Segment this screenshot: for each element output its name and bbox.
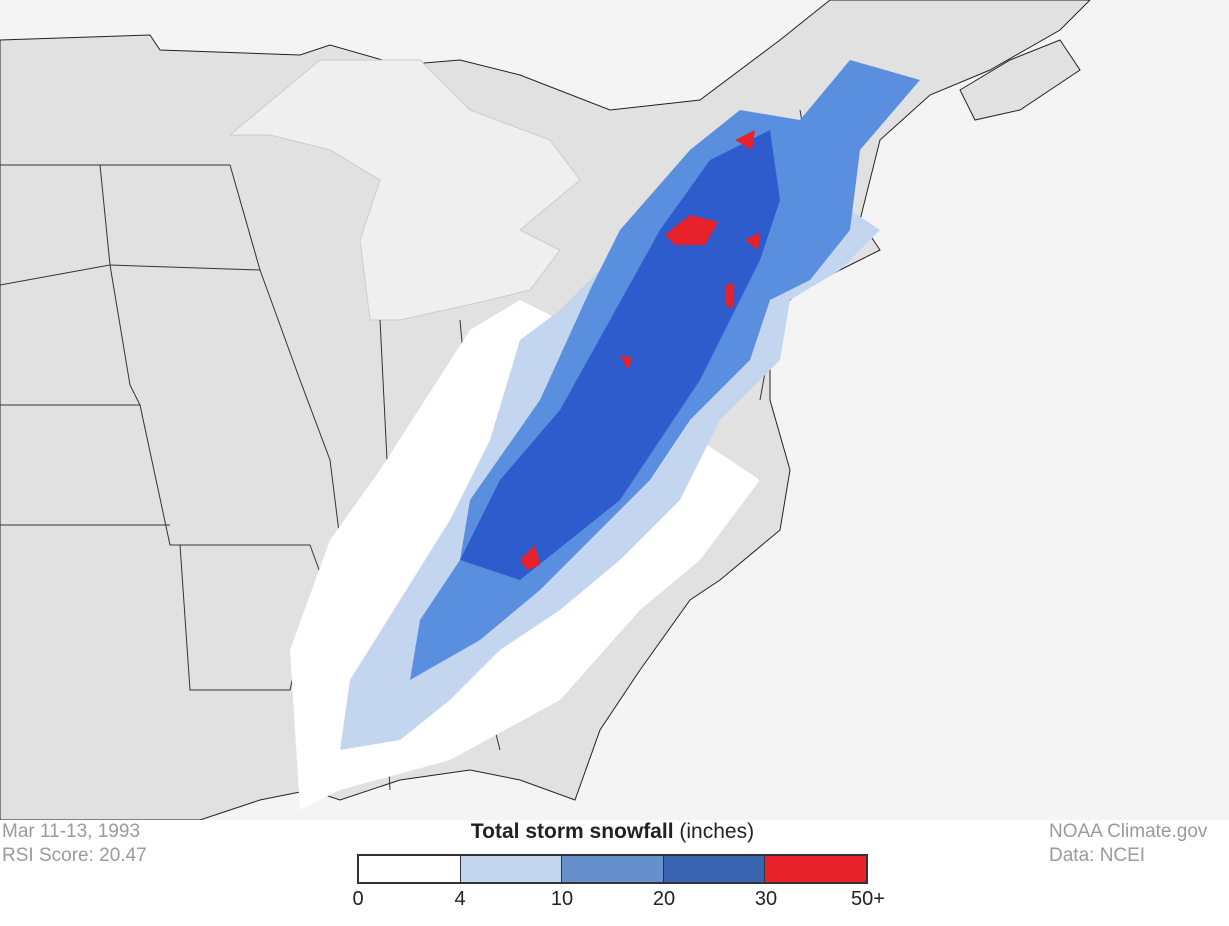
nova-scotia (959, 39, 1081, 121)
legend-tick: 10 (550, 888, 574, 910)
legend-tick: 20 (652, 888, 676, 910)
data-credit: Data: NCEI (1049, 845, 1146, 866)
credits: NOAA Climate.gov Data: NCEI (1049, 820, 1207, 868)
legend-tick: 0 (352, 888, 364, 910)
snowfall-contours (290, 60, 920, 810)
snowfall-map (0, 0, 1229, 820)
legend-swatch-1 (460, 856, 563, 882)
legend-tick: 50+ (851, 888, 885, 910)
legend-title: Total storm snowfall (inches) (357, 820, 868, 844)
legend-tick: 4 (454, 888, 466, 910)
legend-title-main: Total storm snowfall (470, 820, 674, 843)
legend-swatch-0 (359, 856, 461, 882)
legend-tick: 30 (754, 888, 778, 910)
legend-swatch-4 (765, 856, 866, 882)
storm-date: Mar 11-13, 1993 (2, 821, 141, 842)
snow-30-50-plus (520, 130, 760, 570)
legend-title-unit: (inches) (679, 820, 755, 843)
legend-color-bar (357, 854, 868, 884)
source-credit: NOAA Climate.gov (1049, 821, 1208, 842)
storm-info: Mar 11-13, 1993 RSI Score: 20.47 (2, 820, 147, 868)
legend-swatch-3 (663, 856, 766, 882)
great-lakes (228, 59, 581, 321)
legend-swatch-2 (562, 856, 664, 882)
rsi-score: RSI Score: 20.47 (2, 845, 147, 866)
